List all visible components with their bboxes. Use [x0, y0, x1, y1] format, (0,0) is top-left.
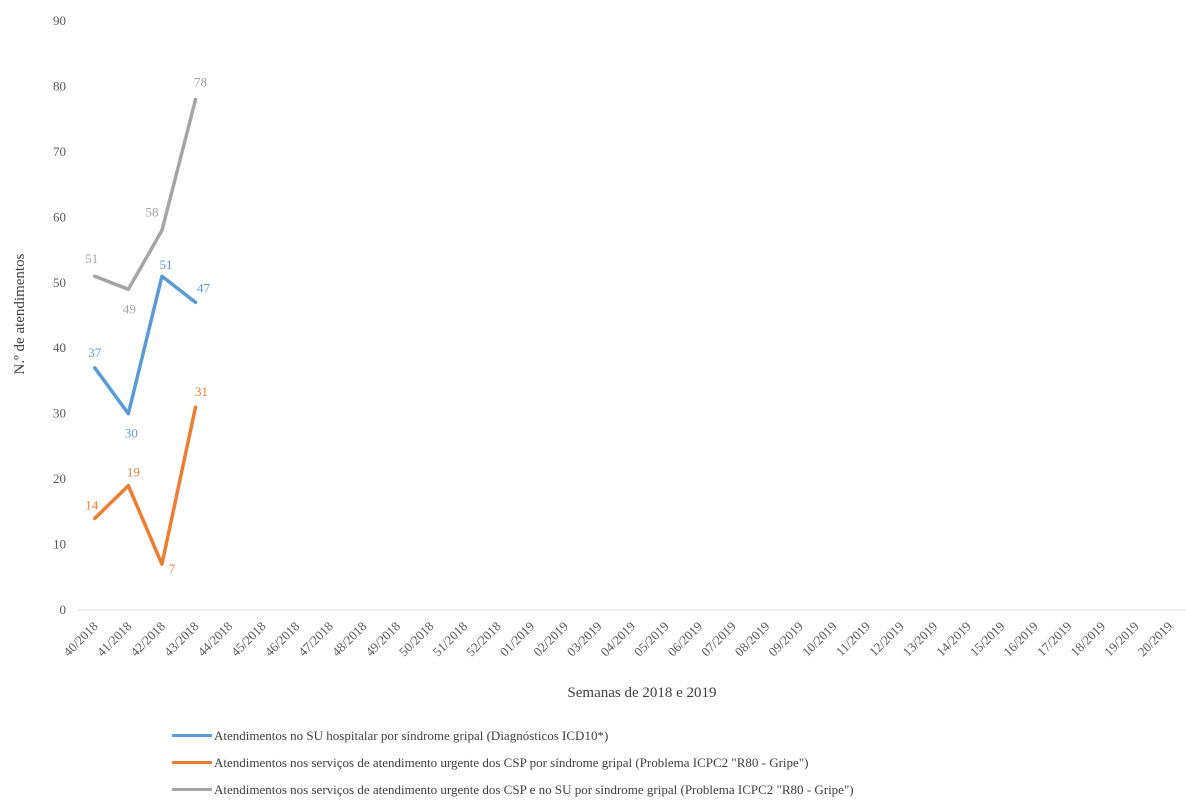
- legend-item-su: Atendimentos no SU hospitalar por síndro…: [172, 722, 854, 749]
- y-tick-label: 30: [53, 406, 66, 421]
- legend: Atendimentos no SU hospitalar por síndro…: [172, 722, 854, 803]
- x-tick-label: 11/2019: [833, 619, 873, 659]
- data-label-csp-su: 58: [145, 204, 158, 219]
- x-tick-label: 20/2019: [1135, 619, 1176, 660]
- x-tick-label: 01/2019: [497, 619, 538, 660]
- x-tick-label: 12/2019: [866, 619, 907, 660]
- legend-swatch-su: [172, 734, 212, 737]
- x-tick-label: 48/2018: [329, 619, 370, 660]
- x-tick-label: 16/2019: [1000, 619, 1041, 660]
- y-tick-label: 0: [60, 602, 67, 617]
- x-tick-label: 19/2019: [1101, 619, 1142, 660]
- data-label-su: 37: [88, 345, 102, 360]
- x-tick-label: 18/2019: [1067, 619, 1108, 660]
- x-tick-label: 41/2018: [94, 619, 135, 660]
- data-label-csp: 31: [195, 384, 208, 399]
- y-tick-label: 80: [53, 78, 66, 93]
- legend-label-su: Atendimentos no SU hospitalar por síndro…: [214, 727, 609, 743]
- data-labels: 37 30 51 47 14 19 7 31 51 49 58 78: [85, 75, 210, 577]
- x-tick-label: 04/2019: [597, 619, 638, 660]
- series-line-csp-su: [93, 97, 198, 292]
- legend-swatch-csp: [172, 761, 212, 764]
- x-tick-label: 02/2019: [530, 619, 571, 660]
- x-tick-label: 07/2019: [698, 619, 739, 660]
- data-label-su: 30: [125, 426, 138, 441]
- y-axis-title: N.º de atendimentos: [12, 253, 28, 374]
- data-label-csp: 19: [127, 465, 140, 480]
- x-tick-label: 06/2019: [665, 619, 706, 660]
- legend-swatch-csp-su: [172, 788, 212, 791]
- y-tick-label: 70: [53, 144, 66, 159]
- x-tick-label: 14/2019: [933, 619, 974, 660]
- x-tick-label: 52/2018: [463, 619, 504, 660]
- data-label-csp-su: 49: [123, 301, 136, 316]
- y-tick-label: 50: [53, 275, 66, 290]
- series-line-su: [93, 274, 198, 416]
- data-label-su: 51: [159, 257, 172, 272]
- data-label-csp: 7: [169, 561, 176, 576]
- series-layer: [93, 97, 198, 566]
- x-tick-label: 43/2018: [161, 619, 202, 660]
- x-tick-label: 15/2019: [967, 619, 1008, 660]
- x-tick-label: 46/2018: [262, 619, 303, 660]
- y-axis-ticks: 0 10 20 30 40 50 60 70 80 90: [53, 13, 66, 617]
- x-tick-label: 50/2018: [396, 619, 437, 660]
- data-label-csp-su: 78: [194, 75, 207, 90]
- x-tick-label: 09/2019: [765, 619, 806, 660]
- legend-label-csp-su: Atendimentos nos serviços de atendimento…: [214, 781, 854, 797]
- x-tick-label: 05/2019: [631, 619, 672, 660]
- data-label-csp: 14: [85, 497, 99, 512]
- data-label-su: 47: [197, 280, 211, 295]
- x-tick-label: 42/2018: [127, 619, 168, 660]
- x-tick-label: 47/2018: [295, 619, 336, 660]
- x-tick-label: 10/2019: [799, 619, 840, 660]
- x-tick-label: 49/2018: [362, 619, 403, 660]
- series-line-csp: [93, 405, 198, 566]
- x-tick-label: 03/2019: [564, 619, 605, 660]
- x-tick-label: 40/2018: [60, 619, 101, 660]
- x-tick-label: 51/2018: [429, 619, 470, 660]
- y-tick-label: 40: [53, 340, 66, 355]
- x-tick-label: 08/2019: [732, 619, 773, 660]
- x-tick-label: 17/2019: [1034, 619, 1075, 660]
- x-tick-label: 44/2018: [194, 619, 235, 660]
- y-tick-label: 60: [53, 209, 66, 224]
- legend-item-csp-su: Atendimentos nos serviços de atendimento…: [172, 776, 854, 803]
- y-tick-label: 20: [53, 471, 66, 486]
- y-tick-label: 10: [53, 537, 66, 552]
- x-tick-label: 13/2019: [900, 619, 941, 660]
- data-label-csp-su: 51: [85, 251, 98, 266]
- line-chart: 0 10 20 30 40 50 60 70 80 90 40/201841/201842/201…: [12, 13, 1186, 701]
- x-tick-label: 45/2018: [228, 619, 269, 660]
- y-tick-label: 90: [53, 13, 66, 28]
- x-axis-ticks: 40/201841/201842/201843/201844/201845/20…: [60, 619, 1175, 660]
- legend-item-csp: Atendimentos nos serviços de atendimento…: [172, 749, 854, 776]
- x-axis-title: Semanas de 2018 e 2019: [567, 685, 716, 701]
- legend-label-csp: Atendimentos nos serviços de atendimento…: [214, 754, 809, 770]
